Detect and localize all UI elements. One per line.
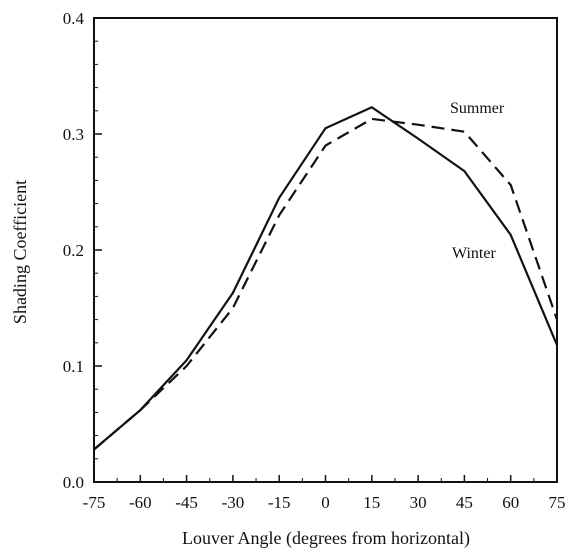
- x-axis-label: Louver Angle (degrees from horizontal): [182, 528, 470, 549]
- x-tick-label: -75: [83, 493, 106, 512]
- x-tick-label: -30: [222, 493, 245, 512]
- x-tick-label: -15: [268, 493, 291, 512]
- x-tick-label: 15: [363, 493, 380, 512]
- x-tick-label: 30: [410, 493, 427, 512]
- y-tick-label: 0.3: [63, 125, 84, 144]
- ticks-layer: -75 -60 -45 -30 -15 0 15 30 45 60 75 0.0 0.1 0.2 0.3 0.…: [63, 9, 566, 512]
- y-axis-label: Shading Coefficient: [10, 180, 30, 324]
- x-tick-label: -60: [129, 493, 152, 512]
- series-line-summer: [93, 117, 559, 451]
- x-tick-label: 45: [456, 493, 473, 512]
- x-tick-label: 75: [549, 493, 566, 512]
- x-tick-label: 60: [502, 493, 519, 512]
- y-tick-label: 0.2: [63, 241, 84, 260]
- y-tick-label: 0.4: [63, 9, 85, 28]
- series-label-summer: Summer: [450, 100, 505, 117]
- x-tick-label: 0: [321, 493, 330, 512]
- y-tick-label: 0.1: [63, 357, 84, 376]
- x-tick-label: -45: [175, 493, 198, 512]
- series-line-winter: [93, 106, 559, 451]
- series-layer: [93, 106, 559, 451]
- series-label-winter: Winter: [452, 245, 496, 262]
- y-tick-label: 0.0: [63, 473, 84, 492]
